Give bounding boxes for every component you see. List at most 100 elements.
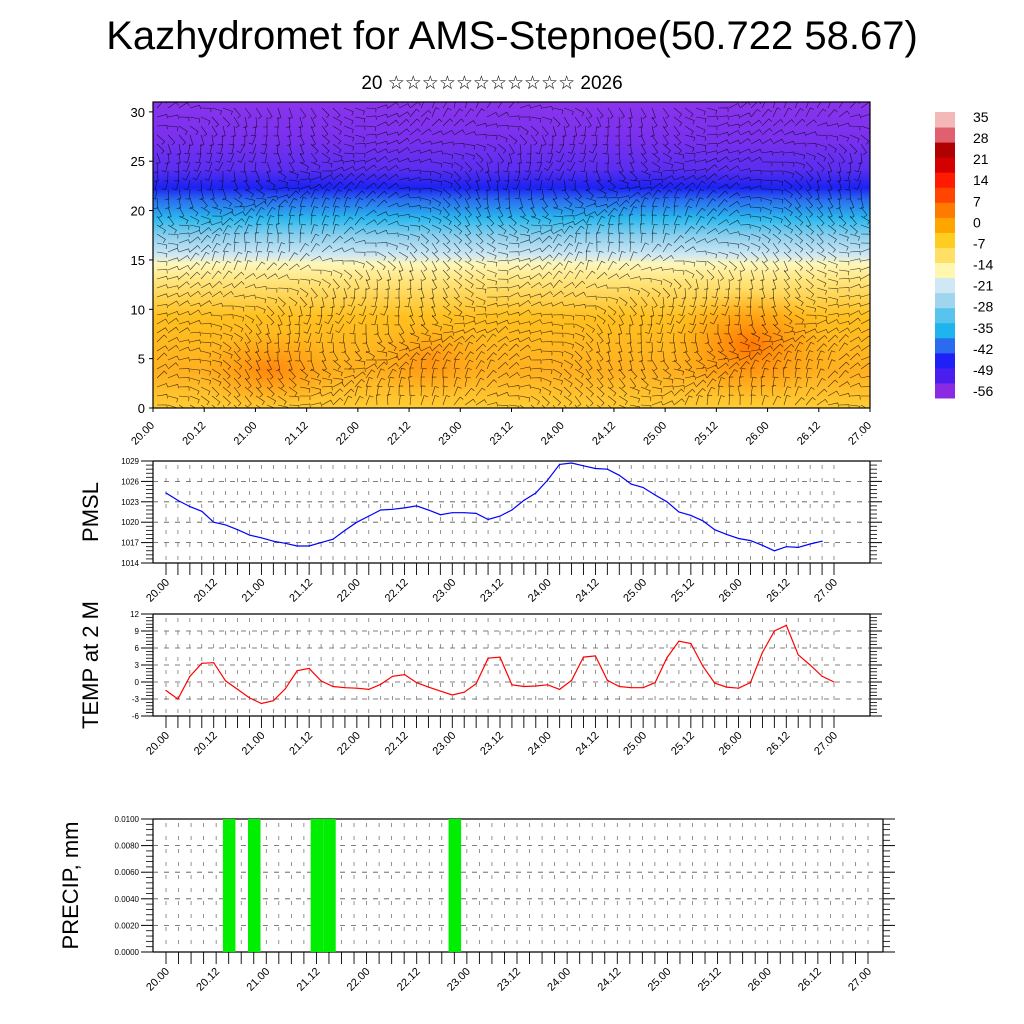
y-tick-label: 0.0040 <box>115 895 140 904</box>
pmsl-point <box>690 514 692 517</box>
temp-point <box>236 688 239 690</box>
colorbar-swatch <box>935 187 955 203</box>
temp-point <box>630 687 632 689</box>
x-tick-label: 21.12 <box>283 420 311 448</box>
x-tick-label: 24.00 <box>545 966 573 994</box>
x-tick-label: 22.12 <box>385 420 413 448</box>
pmsl-point <box>225 524 227 526</box>
temp-point <box>392 675 394 677</box>
y-tick-label: 0 <box>135 678 140 687</box>
temp-point <box>726 686 728 688</box>
pmsl-point <box>606 468 608 470</box>
x-tick-label: 27.00 <box>846 966 874 994</box>
pmsl-point <box>785 546 787 548</box>
colorbar-label: -42 <box>973 341 993 357</box>
colorbar-swatch <box>935 262 955 279</box>
pmsl-point <box>451 512 453 514</box>
pmsl-point <box>332 538 334 540</box>
x-tick-label: 21.12 <box>287 577 315 605</box>
colorbar-label: 7 <box>973 193 981 209</box>
x-tick-label: 22.12 <box>395 966 423 994</box>
temp-point <box>308 667 310 670</box>
x-tick-label: 22.00 <box>335 730 363 758</box>
x-tick-label: 25.12 <box>693 420 721 448</box>
pmsl-point <box>630 483 632 485</box>
warm-core <box>370 320 490 400</box>
temp-point <box>821 675 823 677</box>
colorbar-swatch <box>935 292 955 309</box>
colorbar-swatch <box>935 112 955 128</box>
pmsl-point <box>487 518 489 521</box>
pmsl-point <box>403 507 406 509</box>
x-tick-label: 24.00 <box>526 577 554 605</box>
y-tick-label: 1020 <box>121 518 139 527</box>
colorbar-label: 28 <box>973 130 989 146</box>
pmsl-panel: 1014 1017 1020 1023 1026 1029 20.00 20.12 21.00 2… <box>78 457 882 605</box>
colorbar-swatch <box>935 232 955 248</box>
precip-bar <box>310 819 324 952</box>
temp-point <box>737 687 740 689</box>
x-tick-label: 20.00 <box>144 577 172 605</box>
pmsl-point <box>415 505 418 507</box>
pmsl-point <box>439 514 441 516</box>
y-tick-label: 9 <box>135 627 140 636</box>
pmsl-point <box>213 521 215 523</box>
y-tick-label: 0.0000 <box>115 948 140 957</box>
y-tick-label: 30 <box>131 105 145 120</box>
x-tick-label: 26.00 <box>744 420 772 448</box>
temp-point <box>618 685 620 688</box>
x-tick-label: 26.00 <box>746 966 774 994</box>
chart-title: Kazhydromet for AMS-Stepnoe(50.722 58.67… <box>106 14 918 58</box>
temp-point <box>332 685 334 688</box>
y-tick-label: -6 <box>132 712 140 721</box>
pmsl-point <box>678 511 680 513</box>
colorbar-label: 21 <box>973 151 989 167</box>
warm-core <box>670 290 830 400</box>
y-tick-label: 1023 <box>121 498 139 507</box>
x-tick-label: 20.12 <box>194 966 222 994</box>
colorbar-label: -28 <box>973 299 993 315</box>
x-tick-label: 27.00 <box>812 730 840 758</box>
temp-point <box>165 689 167 692</box>
x-tick-label: 23.00 <box>436 420 464 448</box>
x-tick-label: 20.00 <box>144 730 172 758</box>
pmsl-point <box>618 474 620 476</box>
x-tick-label: 22.00 <box>345 966 373 994</box>
temp-point <box>582 656 585 658</box>
y-tick-label: 6 <box>135 644 140 653</box>
x-tick-label: 26.00 <box>717 577 745 605</box>
x-tick-label: 25.00 <box>621 577 649 605</box>
precip-panel: 0.0000 0.0020 0.0040 0.0060 0.0080 0.0100 20.0… <box>58 815 895 994</box>
pmsl-point <box>547 479 549 481</box>
pmsl-point <box>594 467 597 470</box>
pmsl-point <box>809 543 811 545</box>
temp-point <box>189 675 191 677</box>
field-fill <box>153 102 870 408</box>
pmsl-point <box>368 515 370 517</box>
x-tick-label: 26.12 <box>764 577 792 605</box>
precip-bar <box>247 819 261 952</box>
x-tick-label: 24.12 <box>590 420 618 448</box>
x-tick-label: 21.12 <box>287 730 315 758</box>
pmsl-point <box>189 505 191 508</box>
y-tick-label: 0.0080 <box>115 842 140 851</box>
pmsl-point <box>284 542 286 544</box>
x-tick-label: 24.12 <box>574 577 602 605</box>
y-tick-label: 1026 <box>121 477 139 486</box>
temp-point <box>439 690 441 692</box>
y-tick-label: 0.0100 <box>115 815 140 824</box>
precip-bar <box>323 819 336 952</box>
temp-point <box>714 682 716 684</box>
colorbar-label: -49 <box>973 362 993 378</box>
x-tick-label: 20.00 <box>129 420 157 448</box>
y-tick-label: 3 <box>135 661 140 670</box>
pmsl-point <box>654 494 656 496</box>
temp-point <box>487 657 489 659</box>
temp-point <box>284 688 286 690</box>
pmsl-point <box>499 515 501 517</box>
colorbar-label: 0 <box>973 214 981 230</box>
pmsl-line <box>165 462 823 552</box>
x-tick-label: 25.00 <box>641 420 669 448</box>
y-tick-label: 0 <box>138 401 145 416</box>
